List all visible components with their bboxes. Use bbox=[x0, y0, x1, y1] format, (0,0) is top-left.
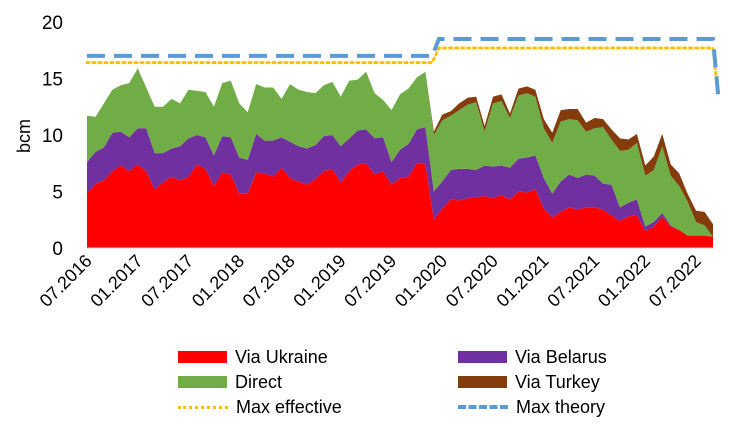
y-tick-label: 20 bbox=[42, 13, 63, 34]
legend-item-via-turkey: Via Turkey bbox=[458, 371, 600, 393]
legend-swatch-via-belarus bbox=[458, 351, 507, 363]
line-max-theory bbox=[87, 36, 721, 95]
legend-swatch-direct bbox=[178, 376, 227, 388]
x-tick-label: 01.2019 bbox=[289, 251, 349, 311]
legend-swatch-max-effective bbox=[178, 405, 228, 409]
y-tick-label: 10 bbox=[42, 126, 63, 147]
legend-label-via-belarus: Via Belarus bbox=[515, 346, 607, 367]
area-via-belarus bbox=[87, 127, 713, 237]
y-axis-label: bcm bbox=[14, 119, 34, 153]
y-tick-label: 5 bbox=[52, 183, 63, 204]
y-axis-ticks: 0 5 10 15 20 bbox=[42, 13, 63, 260]
x-tick-label: 01.2022 bbox=[594, 251, 654, 311]
area-via-ukraine bbox=[87, 163, 713, 248]
legend-item-via-belarus: Via Belarus bbox=[458, 346, 607, 368]
legend-item-direct: Direct bbox=[178, 371, 282, 393]
area-direct bbox=[87, 68, 713, 237]
legend: Via Ukraine Via Belarus Direct Via Turke… bbox=[0, 344, 743, 424]
x-tick-label: 01.2017 bbox=[86, 251, 146, 311]
x-tick-label: 01.2018 bbox=[188, 251, 248, 311]
legend-label-via-ukraine: Via Ukraine bbox=[235, 346, 328, 367]
x-tick-label: 07.2022 bbox=[645, 251, 705, 311]
capacity-lines bbox=[85, 36, 721, 96]
x-tick-label: 07.2018 bbox=[239, 251, 299, 311]
x-tick-label: 07.2020 bbox=[442, 251, 502, 311]
y-tick-label: 0 bbox=[52, 239, 63, 260]
legend-swatch-via-ukraine bbox=[178, 351, 227, 363]
legend-swatch-via-turkey bbox=[458, 376, 507, 388]
x-tick-label: 07.2021 bbox=[543, 251, 603, 311]
x-tick-label: 07.2016 bbox=[36, 251, 96, 311]
x-axis-ticks: 07.201601.201707.201701.201807.201801.20… bbox=[36, 251, 705, 311]
y-tick-label: 15 bbox=[42, 70, 63, 91]
stacked-areas bbox=[87, 68, 713, 248]
legend-label-max-theory: Max theory bbox=[516, 396, 606, 417]
x-tick-label: 07.2019 bbox=[340, 251, 400, 311]
legend-label-max-effective: Max effective bbox=[236, 396, 342, 417]
legend-item-max-theory: Max theory bbox=[458, 396, 605, 418]
legend-swatch-max-theory bbox=[458, 405, 508, 409]
legend-label-via-turkey: Via Turkey bbox=[515, 371, 600, 392]
legend-item-max-effective: Max effective bbox=[178, 396, 342, 418]
x-tick-label: 07.2017 bbox=[137, 251, 197, 311]
x-tick-label: 01.2021 bbox=[492, 251, 552, 311]
x-tick-label: 01.2020 bbox=[391, 251, 451, 311]
legend-label-direct: Direct bbox=[235, 371, 283, 392]
legend-item-via-ukraine: Via Ukraine bbox=[178, 346, 328, 368]
